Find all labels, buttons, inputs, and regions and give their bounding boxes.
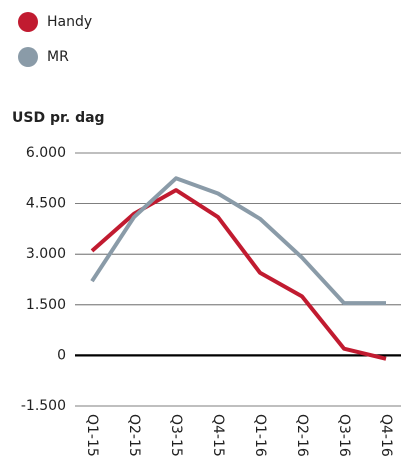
x-tick-label: Q2-15 <box>126 414 142 457</box>
x-tick-label: Q3-16 <box>336 414 352 457</box>
legend-marker <box>18 12 38 32</box>
x-tick-label: Q1-16 <box>252 414 268 457</box>
y-tick-label: 1.500 <box>26 297 66 313</box>
x-tick-label: Q4-15 <box>210 414 226 457</box>
legend-label: MR <box>47 49 69 65</box>
y-tick-label: 0 <box>57 347 66 363</box>
axis-title: USD pr. dag <box>12 110 105 126</box>
x-tick-label: Q1-15 <box>84 414 100 457</box>
legend-marker <box>18 47 38 67</box>
series-line <box>90 176 386 306</box>
y-tick-label: 3.000 <box>26 246 66 262</box>
y-tick-label: 4.500 <box>26 196 66 212</box>
legend-label: Handy <box>47 14 92 30</box>
y-tick-label: 6.000 <box>26 145 66 161</box>
y-tick-label: -1.500 <box>21 398 66 414</box>
x-tick-label: Q2-16 <box>294 414 310 457</box>
x-tick-label: Q4-16 <box>378 414 394 457</box>
x-tick-label: Q3-15 <box>168 414 184 457</box>
